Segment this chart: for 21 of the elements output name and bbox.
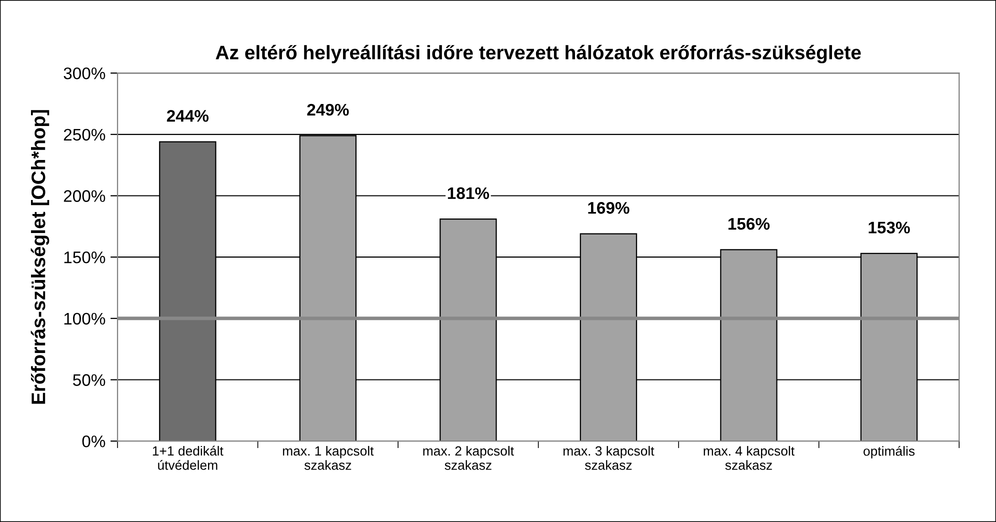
y-tick-label: 200% [64,190,106,202]
data-label: 181% [448,187,490,200]
y-tick-label: 300% [64,67,106,80]
x-tick-label: max. 4 kapcsolt szakasz [704,446,794,470]
chart-title: Az eltérő helyreállítási időre tervezett hálózatok erőforrás-szükséglete [216,44,861,64]
y-tick-label: 100% [64,312,106,325]
y-tick-label: 250% [64,128,106,141]
y-axis-title: Erőforrás-szükséglet [OCh*hop] [30,110,50,404]
x-tick-label: max. 3 kapcsolt szakasz [564,446,654,470]
y-tick-label: 50% [73,374,106,386]
data-label: 153% [868,222,910,234]
x-tick-label: optimális [864,446,915,458]
data-label: 249% [307,104,349,116]
x-tick-label: 1+1 dedikált útvédelem [152,446,224,470]
y-tick-label: 0% [82,435,106,448]
x-tick-label: max. 1 kapcsolt szakasz [282,446,374,470]
data-label: 156% [728,218,770,230]
y-tick-label: 150% [64,251,106,264]
x-tick-label: max. 2 kapcsolt szakasz [423,446,514,470]
data-label: 169% [588,202,630,214]
data-label: 244% [166,110,209,122]
